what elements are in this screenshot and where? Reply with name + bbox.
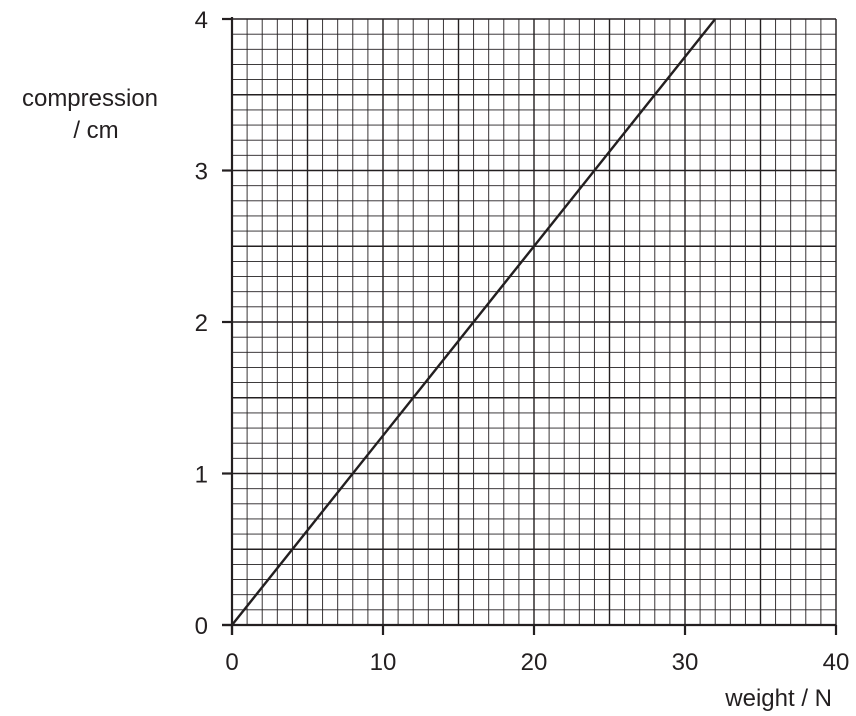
x-tick-labels: 0 10 20 30 40 <box>225 649 849 676</box>
y-tick-label: 3 <box>195 159 208 186</box>
y-tick-label: 4 <box>195 7 208 34</box>
y-tick-label: 0 <box>195 613 208 640</box>
y-axis-label-line2: / cm <box>73 117 118 144</box>
y-tick-label: 1 <box>195 462 208 489</box>
series-line <box>231 18 717 626</box>
x-tick-label: 30 <box>672 649 699 676</box>
x-tick-label: 10 <box>370 649 397 676</box>
x-tick-label: 40 <box>823 649 850 676</box>
x-tick-label: 0 <box>225 649 238 676</box>
y-tick-label: 2 <box>195 310 208 337</box>
x-tick-label: 20 <box>521 649 548 676</box>
y-tick-labels: 0 1 2 3 4 <box>195 7 208 640</box>
y-axis-label-line1: compression <box>22 85 158 112</box>
axes <box>222 17 838 635</box>
x-axis-label: weight / N <box>724 685 832 712</box>
grid <box>231 18 837 626</box>
series <box>231 18 717 626</box>
